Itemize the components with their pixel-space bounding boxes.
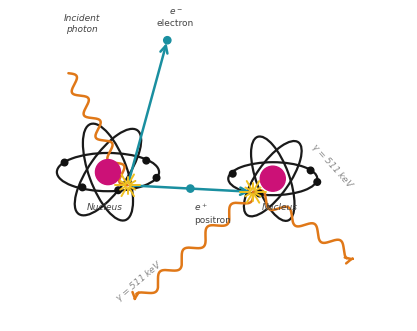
Circle shape [314, 179, 321, 185]
Text: $\gamma$ = 511 keV: $\gamma$ = 511 keV [308, 140, 357, 192]
Circle shape [260, 166, 285, 191]
Text: Nucleus: Nucleus [87, 204, 123, 213]
Circle shape [79, 184, 86, 191]
Circle shape [61, 159, 68, 166]
Text: Incident
photon: Incident photon [63, 14, 100, 34]
Circle shape [307, 167, 314, 174]
Text: $e^+$
positron: $e^+$ positron [193, 202, 231, 224]
Circle shape [115, 187, 121, 194]
Circle shape [187, 185, 194, 192]
Circle shape [229, 170, 236, 177]
Text: $\gamma$ = 511 keV: $\gamma$ = 511 keV [113, 257, 166, 305]
Circle shape [256, 190, 263, 197]
Circle shape [153, 174, 160, 181]
Text: $e^-$
electron: $e^-$ electron [157, 7, 194, 28]
Circle shape [143, 157, 150, 164]
Circle shape [164, 37, 171, 44]
Circle shape [95, 160, 121, 185]
Text: Nucleus: Nucleus [261, 204, 297, 213]
